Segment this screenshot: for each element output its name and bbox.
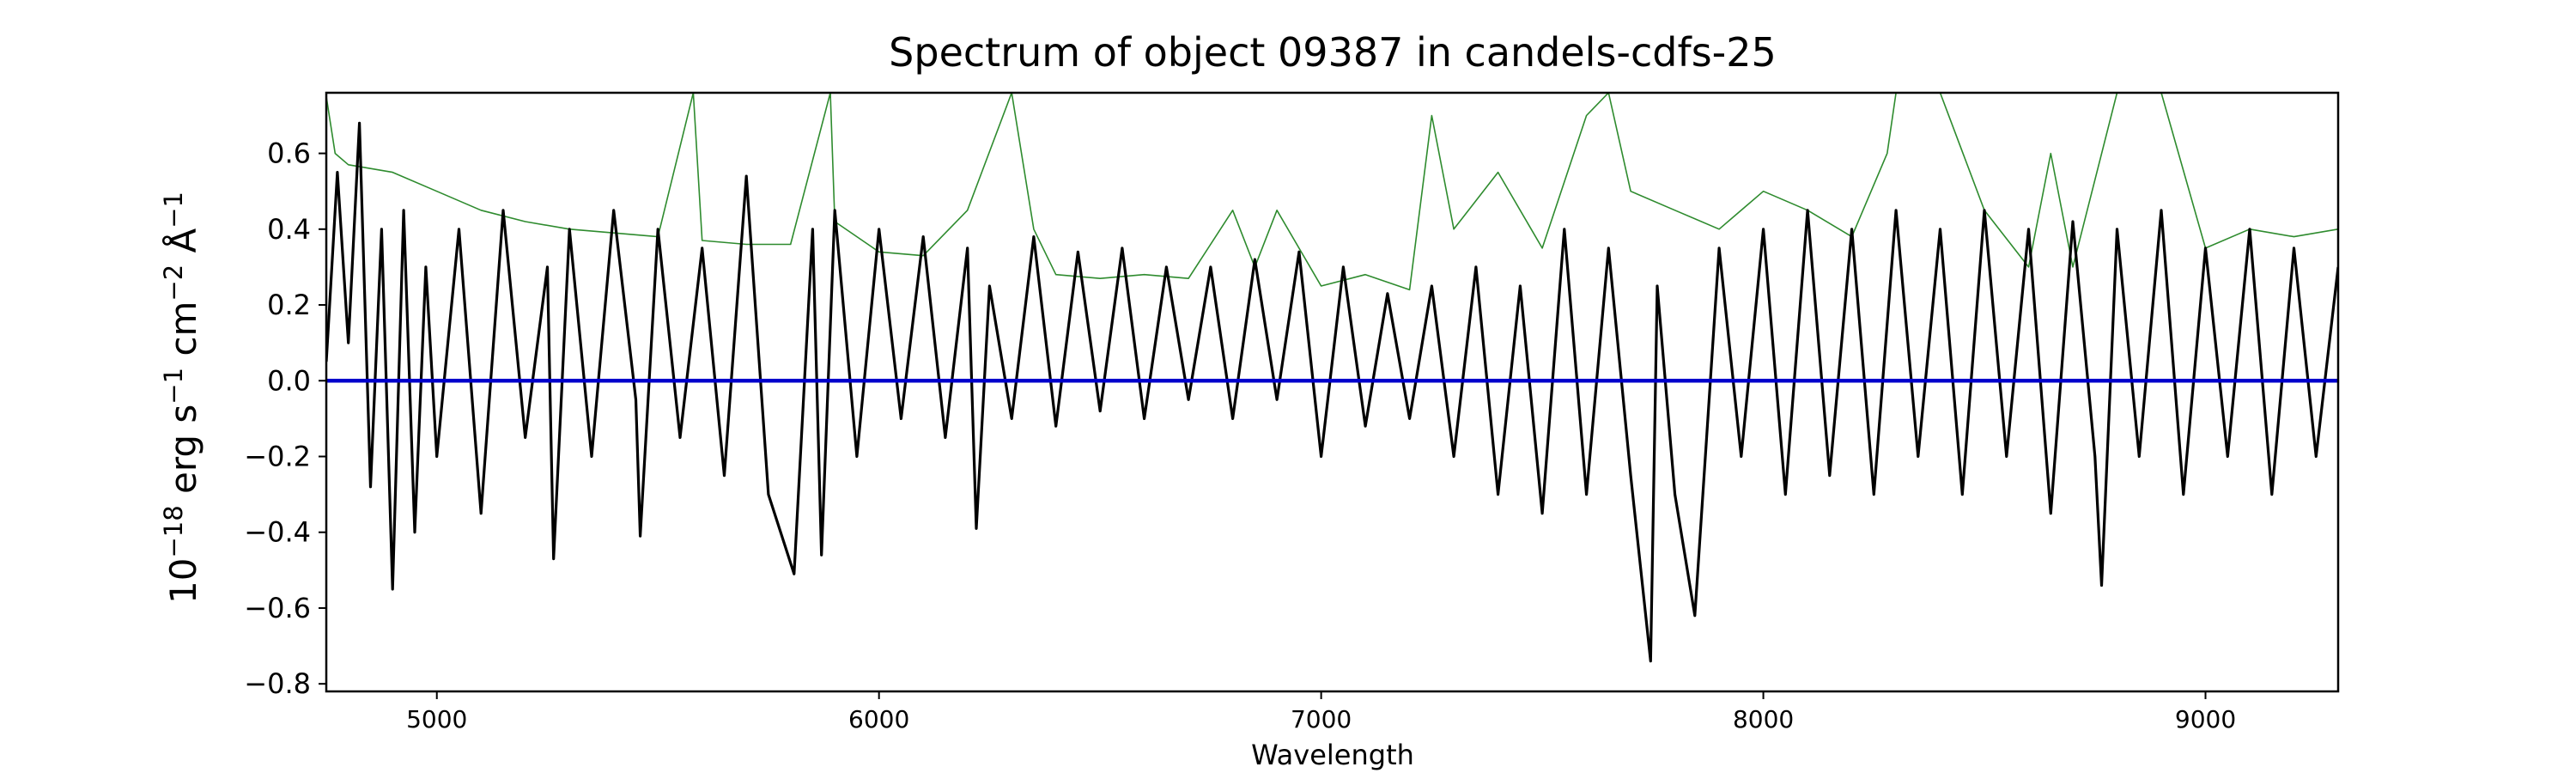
x-tick-label: 6000 bbox=[848, 705, 909, 733]
plot-frame bbox=[325, 91, 2340, 693]
x-tick-label: 5000 bbox=[406, 705, 467, 733]
x-axis-label: Wavelength bbox=[1251, 739, 1414, 771]
y-label-base: 10 bbox=[162, 558, 204, 604]
y-label-exp: −18 bbox=[159, 505, 188, 557]
y-tick-label: 0.0 bbox=[267, 364, 311, 397]
y-tick-label: −0.2 bbox=[244, 440, 311, 472]
y-tick-label: 0.4 bbox=[267, 213, 311, 246]
ticks-layer: 5000 6000 7000 8000 9000 0.6 0.4 0.2 0.0 −0.2 −0.4… bbox=[244, 137, 2236, 733]
x-tick-label: 9000 bbox=[2175, 705, 2236, 733]
y-label-cm: cm bbox=[162, 301, 204, 368]
y-tick-label: −0.4 bbox=[244, 516, 311, 549]
error-series-line bbox=[326, 93, 2338, 291]
y-label-exp-angstrom: −1 bbox=[159, 192, 188, 228]
y-tick-label: 0.6 bbox=[267, 137, 311, 170]
y-label-erg: erg s bbox=[162, 405, 204, 506]
y-label-exp-cm: −2 bbox=[159, 265, 188, 301]
chart-title: Spectrum of object 09387 in candels-cdfs… bbox=[889, 29, 1777, 76]
series-layer bbox=[326, 93, 2338, 663]
y-tick-label: −0.6 bbox=[244, 592, 311, 624]
y-tick-label: 0.2 bbox=[267, 289, 311, 321]
y-axis-label: 10−18 erg s−1 cm−2 Å−1 bbox=[159, 192, 204, 604]
flux-series-line bbox=[326, 121, 2338, 663]
y-label-angstrom: Å bbox=[161, 228, 204, 265]
x-tick-label: 7000 bbox=[1291, 705, 1352, 733]
x-tick-label: 8000 bbox=[1733, 705, 1794, 733]
y-tick-label: −0.8 bbox=[244, 667, 311, 700]
y-label-exp-s: −1 bbox=[159, 368, 188, 405]
